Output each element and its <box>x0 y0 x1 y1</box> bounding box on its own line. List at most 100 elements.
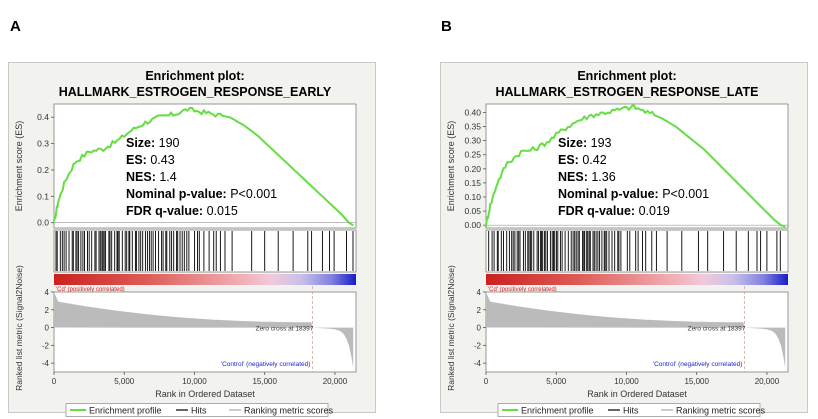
es-y-tick-label: 0.2 <box>37 165 49 175</box>
stat-label: Nominal p-value: <box>558 187 662 201</box>
es-y-tick-label: 0.30 <box>464 136 481 146</box>
stat-value: P<0.001 <box>662 187 709 201</box>
legend-enrichment-label: Enrichment profile <box>521 406 594 416</box>
es-y-tick-label: 0.1 <box>37 191 49 201</box>
hits-group <box>55 231 354 271</box>
metric-y-axis-label: Ranked list metric (Signal2Noise) <box>446 265 456 391</box>
es-panel <box>53 103 357 229</box>
es-y-tick-label: 0.35 <box>464 122 481 132</box>
es-y-tick-label: 0.15 <box>464 178 481 188</box>
es-y-tick-label: 0.0 <box>37 218 49 228</box>
stat-label: ES: <box>126 153 150 167</box>
metric-panel <box>485 291 789 373</box>
metric-y-axis-label: Ranked list metric (Signal2Noise) <box>14 265 24 391</box>
legend-metric-label: Ranking metric scores <box>244 406 334 416</box>
stat-value: 0.015 <box>207 204 238 218</box>
stat-line: ES: 0.42 <box>558 153 607 167</box>
metric-y-tick-label: 4 <box>477 288 482 297</box>
stat-label: FDR q-value: <box>126 204 207 218</box>
legend-enrichment-label: Enrichment profile <box>89 406 162 416</box>
es-y-tick-label: 0.00 <box>464 220 481 230</box>
rank-heatmap-bar <box>54 274 356 285</box>
es-y-tick-label: 0.25 <box>464 150 481 160</box>
stat-line: Nominal p-value: P<0.001 <box>558 187 709 201</box>
x-tick-label: 5,000 <box>114 377 135 386</box>
stat-line: NES: 1.4 <box>126 170 177 184</box>
enrichment-profile-line <box>485 103 786 228</box>
stat-value: P<0.001 <box>230 187 277 201</box>
rank-heatmap-bar <box>486 274 788 285</box>
x-axis-label: Rank in Ordered Dataset <box>587 389 687 399</box>
es-y-axis-label: Enrichment score (ES) <box>14 121 24 212</box>
es-y-tick-label: 0.40 <box>464 107 481 117</box>
stat-line: NES: 1.36 <box>558 170 616 184</box>
gsea-plot-late: Enrichment plot: HALLMARK_ESTROGEN_RESPON… <box>440 62 808 417</box>
es-y-axis-label: Enrichment score (ES) <box>446 121 456 212</box>
stat-label: Nominal p-value: <box>126 187 230 201</box>
enrichment-profile-line <box>53 106 354 227</box>
metric-y-tick-label: -4 <box>474 359 482 368</box>
stat-value: 0.43 <box>150 153 174 167</box>
positive-correlation-label: 'Cd' (positively correlated) <box>488 287 557 293</box>
gsea-plot-early: Enrichment plot: HALLMARK_ESTROGEN_RESPON… <box>8 62 376 417</box>
stat-label: Size: <box>126 136 159 150</box>
stat-line: Nominal p-value: P<0.001 <box>126 187 277 201</box>
stat-value: 1.4 <box>159 170 176 184</box>
metric-y-tick-label: 2 <box>45 306 50 315</box>
x-tick-label: 10,000 <box>182 377 207 386</box>
legend-box <box>497 403 761 417</box>
panel-a-letter: A <box>10 18 21 35</box>
stat-line: FDR q-value: 0.019 <box>558 204 670 218</box>
es-y-tick-label: 0.4 <box>37 112 49 122</box>
metric-y-tick-label: -4 <box>42 359 50 368</box>
plot-title-line1: Enrichment plot: <box>577 69 676 83</box>
x-tick-label: 20,000 <box>755 377 780 386</box>
stat-line: Size: 190 <box>126 136 180 150</box>
legend-metric-label: Ranking metric scores <box>676 406 766 416</box>
plot-title-line1: Enrichment plot: <box>145 69 244 83</box>
es-y-tick-label: 0.20 <box>464 164 481 174</box>
stat-value: 0.019 <box>639 204 670 218</box>
stat-value: 0.42 <box>582 153 606 167</box>
es-y-tick-label: 0.05 <box>464 206 481 216</box>
stat-line: ES: 0.43 <box>126 153 175 167</box>
stat-value: 190 <box>159 136 180 150</box>
panel-b-letter: B <box>441 18 452 35</box>
stat-label: Size: <box>558 136 591 150</box>
x-tick-label: 5,000 <box>546 377 567 386</box>
stats-block: Size: 190 ES: 0.43 NES: 1.4 Nominal p-value… <box>126 136 277 218</box>
stat-line: FDR q-value: 0.015 <box>126 204 238 218</box>
legend-box <box>65 403 329 417</box>
stat-line: Size: 193 <box>558 136 612 150</box>
legend-hits-label: Hits <box>191 406 207 416</box>
x-axis-label: Rank in Ordered Dataset <box>155 389 255 399</box>
es-panel <box>485 103 789 229</box>
x-tick-label: 20,000 <box>323 377 348 386</box>
x-tick-label: 15,000 <box>252 377 277 386</box>
metric-y-tick-label: -2 <box>42 341 50 350</box>
metric-y-tick-label: -2 <box>474 341 482 350</box>
positive-correlation-label: 'Cd' (positively correlated) <box>56 287 125 293</box>
stat-value: 193 <box>591 136 612 150</box>
stat-label: ES: <box>558 153 582 167</box>
metric-y-tick-label: 0 <box>477 324 482 333</box>
stat-label: NES: <box>126 170 159 184</box>
x-tick-label: 0 <box>484 377 489 386</box>
negative-correlation-label: 'Control' (negatively correlated) <box>221 361 311 368</box>
metric-y-tick-label: 0 <box>45 324 50 333</box>
stat-label: NES: <box>558 170 591 184</box>
metric-panel <box>53 291 357 373</box>
hits-panel <box>485 229 789 273</box>
plot-title-line2: HALLMARK_ESTROGEN_RESPONSE_LATE <box>496 85 759 99</box>
zero-cross-label: Zero cross at 18397 <box>688 326 746 333</box>
stats-block: Size: 193 ES: 0.42 NES: 1.36 Nominal p-valu… <box>558 136 709 218</box>
stat-label: FDR q-value: <box>558 204 639 218</box>
plot-title-line2: HALLMARK_ESTROGEN_RESPONSE_EARLY <box>59 85 332 99</box>
x-tick-label: 0 <box>52 377 57 386</box>
negative-correlation-label: 'Control' (negatively correlated) <box>653 361 743 368</box>
legend-hits-label: Hits <box>623 406 639 416</box>
x-tick-label: 15,000 <box>684 377 709 386</box>
stat-value: 1.36 <box>591 170 615 184</box>
x-tick-label: 10,000 <box>614 377 639 386</box>
hits-group <box>488 231 781 271</box>
